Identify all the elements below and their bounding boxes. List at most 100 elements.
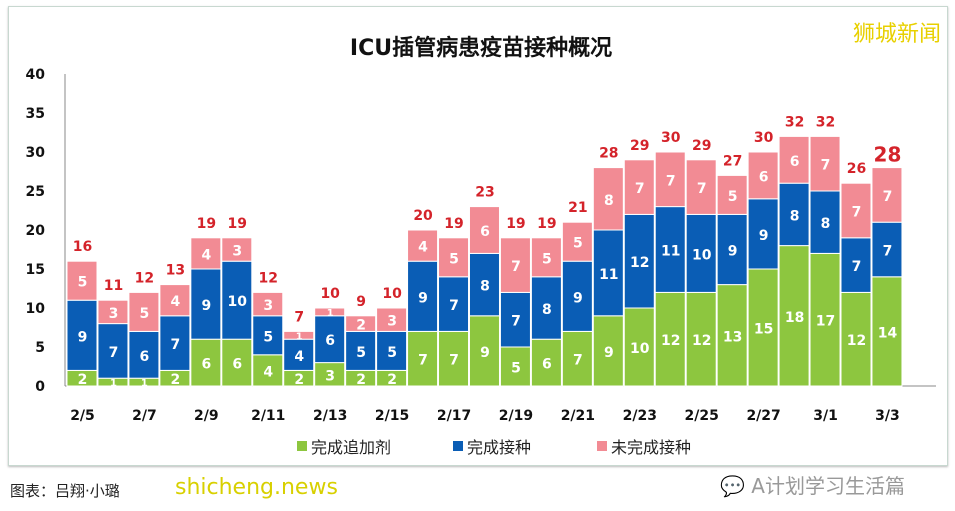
- bar-segment: [623, 307, 655, 387]
- bar-segment: [97, 299, 129, 325]
- bar-segment: [716, 284, 748, 387]
- data-label: 7: [109, 345, 119, 361]
- x-tick-label: 2/23: [623, 408, 657, 424]
- bar-segment: [438, 237, 470, 278]
- data-label: 3: [387, 314, 397, 330]
- legend-label: 未完成接种: [611, 438, 691, 457]
- x-tick-label: 2/11: [251, 408, 285, 424]
- stacked-bar-chart: ICU插管病患疫苗接种概况0510152025303540295162/5173…: [26, 35, 936, 457]
- bar-segment: [747, 268, 779, 387]
- x-tick-label: 2/5: [70, 408, 95, 424]
- bar-segment: [97, 323, 129, 379]
- data-label: 12: [847, 333, 866, 349]
- data-label: 2: [356, 318, 366, 334]
- data-label: 12: [661, 333, 680, 349]
- data-label: 6: [201, 357, 211, 373]
- data-label: 2: [294, 372, 304, 388]
- data-label: 7: [573, 353, 583, 369]
- bar-segment: [530, 237, 562, 278]
- total-label: 19: [506, 216, 525, 232]
- y-tick-label: 5: [35, 340, 45, 356]
- data-label: 7: [418, 353, 428, 369]
- x-tick-label: 2/9: [194, 408, 219, 424]
- bar-segment: [592, 315, 624, 387]
- data-label: 3: [263, 298, 273, 314]
- bar-segment: [221, 237, 253, 262]
- bar-segment: [840, 237, 872, 293]
- data-label: 10: [228, 294, 248, 310]
- data-label: 14: [878, 325, 898, 341]
- x-tick-label: 2/25: [685, 408, 719, 424]
- wechat-account: A计划学习生活篇: [751, 474, 905, 498]
- data-label: 8: [480, 279, 490, 295]
- data-label: 6: [325, 333, 335, 349]
- total-label: 19: [197, 216, 216, 232]
- x-tick-label: 2/21: [561, 408, 595, 424]
- data-label: 4: [171, 294, 181, 310]
- data-label: 4: [263, 364, 273, 380]
- data-label: 7: [883, 189, 893, 205]
- x-tick-label: 2/19: [499, 408, 533, 424]
- bar-segment: [190, 268, 222, 340]
- data-label: 5: [263, 329, 273, 345]
- total-label: 12: [259, 270, 278, 286]
- bar-segment: [809, 252, 841, 387]
- data-label: 3: [232, 244, 242, 260]
- wechat-watermark: 💬 A计划学习生活篇: [720, 470, 905, 499]
- data-label: 4: [201, 247, 211, 263]
- bar-segment: [778, 245, 810, 387]
- legend-swatch: [297, 441, 307, 451]
- bar-segment: [252, 315, 284, 356]
- data-label: 9: [728, 244, 738, 260]
- total-label: 12: [135, 270, 154, 286]
- bar-segment: [809, 190, 841, 254]
- bar-segment: [159, 315, 191, 371]
- bar-segment: [221, 260, 253, 340]
- bar-segment: [716, 174, 748, 215]
- bar-segment: [871, 167, 903, 223]
- bar-segment: [376, 307, 408, 332]
- y-tick-label: 25: [26, 184, 45, 200]
- bar-segment: [128, 330, 160, 379]
- bar-segment: [345, 315, 377, 332]
- data-label: 7: [852, 205, 862, 221]
- data-label: 7: [449, 298, 459, 314]
- bar-segment: [871, 276, 903, 387]
- bar-segment: [407, 229, 439, 262]
- data-label: 5: [449, 251, 459, 267]
- data-label: 9: [480, 345, 490, 361]
- bar-segment: [499, 291, 531, 348]
- data-label: 6: [759, 169, 769, 185]
- bar-segment: [561, 260, 593, 332]
- y-tick-label: 40: [26, 67, 46, 83]
- bar-segment: [190, 237, 222, 270]
- total-label: 11: [104, 278, 123, 294]
- data-label: 7: [635, 181, 645, 197]
- data-label: 7: [666, 173, 676, 189]
- total-label: 19: [444, 216, 463, 232]
- data-label: 5: [542, 251, 552, 267]
- data-label: 6: [542, 357, 552, 373]
- bar-segment: [778, 182, 810, 247]
- total-label: 30: [661, 130, 681, 146]
- y-tick-label: 15: [26, 262, 45, 278]
- data-label: 1: [327, 308, 334, 319]
- legend-label: 完成接种: [467, 438, 531, 457]
- data-label: 3: [325, 368, 335, 384]
- bar-segment: [747, 198, 779, 270]
- y-tick-label: 35: [26, 106, 45, 122]
- bar-segment: [840, 182, 872, 239]
- data-label: 6: [480, 224, 490, 240]
- bar-segment: [499, 237, 531, 293]
- bar-segment: [561, 221, 593, 262]
- total-label: 28: [599, 146, 618, 162]
- site-watermark: shicheng.news: [175, 475, 338, 500]
- data-label: 1: [110, 378, 117, 389]
- total-label: 26: [847, 161, 866, 177]
- legend-label: 完成追加剂: [311, 438, 391, 457]
- data-label: 4: [294, 349, 304, 365]
- data-label: 6: [140, 349, 150, 365]
- bar-segment: [654, 206, 686, 293]
- legend-swatch: [453, 441, 463, 451]
- bar-segment: [128, 291, 160, 332]
